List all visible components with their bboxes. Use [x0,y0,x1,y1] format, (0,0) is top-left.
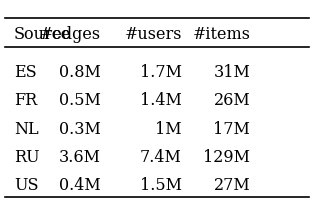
Text: NL: NL [14,121,38,138]
Text: 129M: 129M [203,149,250,166]
Text: 1M: 1M [155,121,182,138]
Text: 31M: 31M [214,64,250,81]
Text: RU: RU [14,149,40,166]
Text: Source: Source [14,26,71,43]
Text: US: US [14,177,38,194]
Text: 0.8M: 0.8M [59,64,101,81]
Text: 1.7M: 1.7M [140,64,182,81]
Text: 7.4M: 7.4M [140,149,182,166]
Text: #edges: #edges [40,26,101,43]
Text: 0.5M: 0.5M [59,92,101,109]
Text: #items: #items [192,26,250,43]
Text: 1.4M: 1.4M [140,92,182,109]
Text: 27M: 27M [214,177,250,194]
Text: 0.4M: 0.4M [59,177,101,194]
Text: 3.6M: 3.6M [59,149,101,166]
Text: 17M: 17M [214,121,250,138]
Text: 26M: 26M [214,92,250,109]
Text: FR: FR [14,92,37,109]
Text: 1.5M: 1.5M [140,177,182,194]
Text: #users: #users [124,26,182,43]
Text: ES: ES [14,64,36,81]
Text: 0.3M: 0.3M [59,121,101,138]
